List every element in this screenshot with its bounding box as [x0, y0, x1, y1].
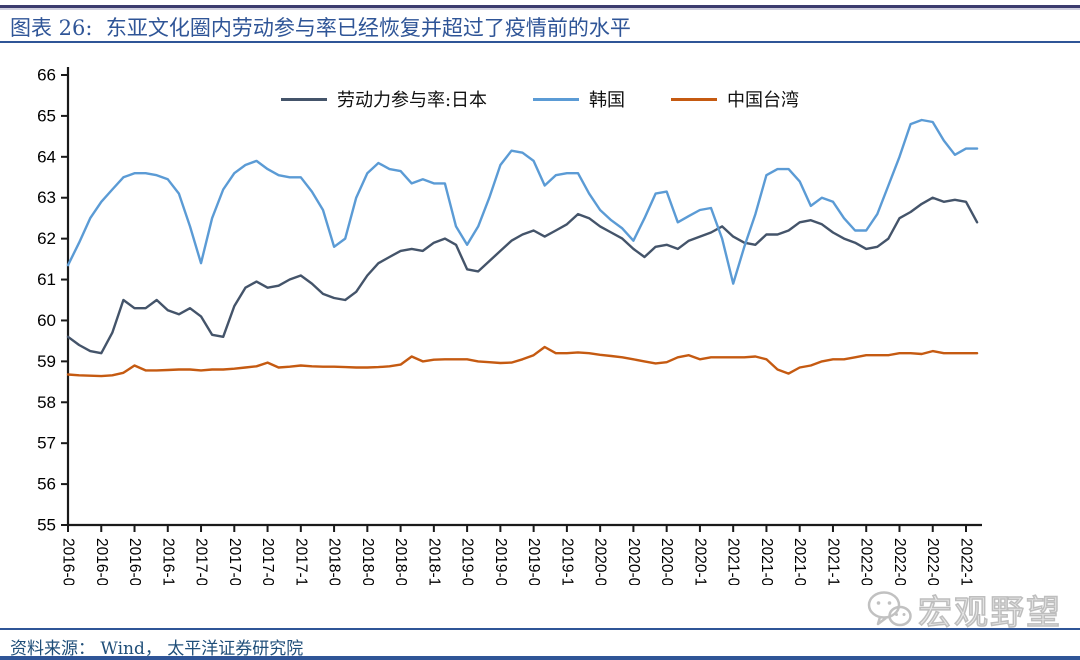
chart-canvas: 55 56 57 58 59 60 61 62 63 64 65 66 2016-01 2016-04 20… — [37, 66, 982, 595]
top-border-rule — [0, 5, 1080, 8]
svg-text:2016-04: 2016-04 — [93, 538, 110, 585]
svg-text:2017-10: 2017-10 — [292, 538, 309, 585]
svg-text:2016-07: 2016-07 — [126, 538, 143, 585]
svg-text:2017-01: 2017-01 — [193, 538, 210, 585]
svg-text:2018-01: 2018-01 — [326, 538, 343, 585]
svg-text:61: 61 — [37, 270, 56, 289]
svg-text:2020-01: 2020-01 — [592, 538, 609, 585]
svg-text:2019-10: 2019-10 — [558, 538, 575, 585]
svg-text:2020-07: 2020-07 — [658, 538, 675, 585]
svg-text:2018-07: 2018-07 — [392, 538, 409, 585]
svg-text:2018-04: 2018-04 — [359, 538, 376, 585]
svg-text:2021-10: 2021-10 — [824, 538, 841, 585]
figure-title: 图表 26: 东亚文化圈内劳动参与率已经恢复并超过了疫情前的水平 — [10, 16, 631, 40]
svg-text:2017-04: 2017-04 — [226, 538, 243, 585]
svg-text:2021-07: 2021-07 — [791, 538, 808, 585]
svg-text:64: 64 — [37, 147, 56, 166]
title-underline — [0, 41, 1080, 43]
svg-text:56: 56 — [37, 475, 56, 494]
bottom-border-rule — [0, 656, 1080, 660]
svg-text:59: 59 — [37, 352, 56, 371]
svg-text:2016-10: 2016-10 — [159, 538, 176, 585]
svg-text:2019-01: 2019-01 — [459, 538, 476, 585]
svg-text:2017-07: 2017-07 — [259, 538, 276, 585]
svg-text:2021-04: 2021-04 — [758, 538, 775, 585]
svg-text:2020-04: 2020-04 — [625, 538, 642, 585]
watermark-label: 宏观野望 — [917, 592, 1062, 634]
svg-text:2016-01: 2016-01 — [60, 538, 77, 585]
labor-participation-chart: 55 56 57 58 59 60 61 62 63 64 65 66 2016-01 2016-04 20… — [0, 45, 1080, 595]
svg-text:2020-10: 2020-10 — [691, 538, 708, 585]
svg-text:2019-04: 2019-04 — [492, 538, 509, 585]
svg-text:65: 65 — [37, 106, 56, 125]
svg-text:2022-07: 2022-07 — [924, 538, 941, 585]
svg-text:2021-01: 2021-01 — [725, 538, 742, 585]
svg-text:2018-10: 2018-10 — [425, 538, 442, 585]
watermark: 宏观野望 — [866, 585, 1062, 634]
svg-text:62: 62 — [37, 229, 56, 248]
svg-text:55: 55 — [37, 516, 56, 535]
footer-top-rule — [0, 628, 1080, 630]
svg-text:2022-01: 2022-01 — [858, 538, 875, 585]
svg-text:63: 63 — [37, 188, 56, 207]
svg-text:2022-04: 2022-04 — [891, 538, 908, 585]
svg-text:66: 66 — [37, 66, 56, 85]
source-note: 资料来源： Wind， 太平洋证券研究院 — [10, 639, 304, 659]
svg-text:58: 58 — [37, 393, 56, 412]
svg-text:2019-07: 2019-07 — [525, 538, 542, 585]
svg-text:57: 57 — [37, 434, 56, 453]
svg-text:60: 60 — [37, 311, 56, 330]
wechat-icon — [867, 590, 912, 626]
svg-text:2022-10: 2022-10 — [958, 538, 975, 585]
